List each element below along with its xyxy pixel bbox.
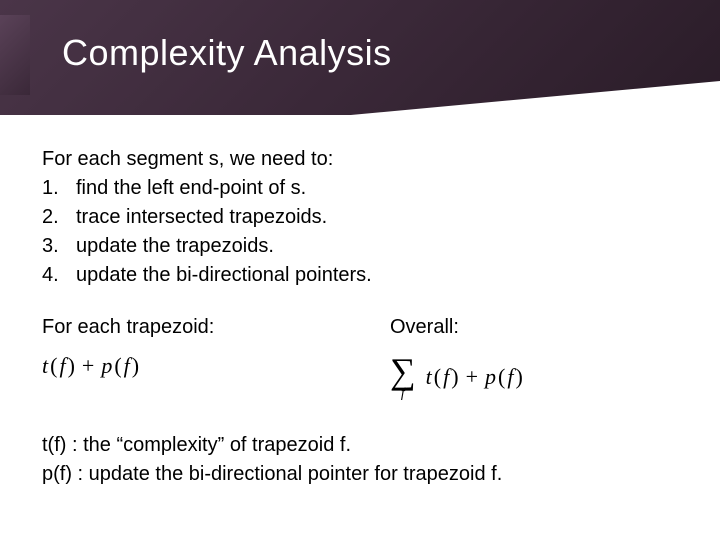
plus-op: + bbox=[77, 353, 99, 379]
list-item: 4. update the bi-directional pointers. bbox=[42, 261, 678, 290]
column-heading: Overall: bbox=[390, 316, 678, 339]
paren-open: ( bbox=[498, 364, 505, 390]
step-number: 4. bbox=[42, 261, 76, 290]
definition-t: t(f) : the “complexity” of trapezoid f. bbox=[42, 431, 678, 460]
paren-close: ) bbox=[451, 364, 458, 390]
formula-p: p bbox=[101, 353, 112, 379]
sigma-subscript: f bbox=[401, 387, 405, 401]
step-text: update the trapezoids. bbox=[76, 232, 274, 261]
intro-text: For each segment s, we need to: bbox=[42, 145, 678, 174]
steps-list: 1. find the left end-point of s. 2. trac… bbox=[42, 174, 678, 290]
column-overall: Overall: ∑ f t(f) + p(f) bbox=[390, 316, 678, 401]
formula-var: f bbox=[59, 353, 65, 379]
paren-open: ( bbox=[434, 364, 441, 390]
header-wedge-shape bbox=[340, 81, 720, 116]
formula-t: t bbox=[42, 353, 48, 379]
step-number: 1. bbox=[42, 174, 76, 203]
formula-columns: For each trapezoid: t(f) + p(f) Overall:… bbox=[42, 316, 678, 401]
paren-close: ) bbox=[132, 353, 139, 379]
formula-per-trapezoid: t(f) + p(f) bbox=[42, 353, 330, 379]
list-item: 3. update the trapezoids. bbox=[42, 232, 678, 261]
header-accent-shape bbox=[0, 15, 30, 95]
formula-p: p bbox=[485, 364, 496, 390]
paren-open: ( bbox=[50, 353, 57, 379]
slide-title: Complexity Analysis bbox=[62, 32, 392, 74]
paren-open: ( bbox=[114, 353, 121, 379]
sigma-icon: ∑ bbox=[390, 353, 416, 389]
formula-t: t bbox=[426, 364, 432, 390]
slide-content: For each segment s, we need to: 1. find … bbox=[0, 115, 720, 489]
definition-p: p(f) : update the bi-directional pointer… bbox=[42, 460, 678, 489]
paren-close: ) bbox=[515, 364, 522, 390]
sigma-block: ∑ f bbox=[390, 353, 416, 401]
column-heading: For each trapezoid: bbox=[42, 316, 330, 339]
paren-close: ) bbox=[68, 353, 75, 379]
step-text: find the left end-point of s. bbox=[76, 174, 306, 203]
formula-var: f bbox=[507, 364, 513, 390]
column-trapezoid: For each trapezoid: t(f) + p(f) bbox=[42, 316, 330, 401]
step-number: 2. bbox=[42, 203, 76, 232]
plus-op: + bbox=[461, 364, 483, 390]
step-text: trace intersected trapezoids. bbox=[76, 203, 327, 232]
list-item: 2. trace intersected trapezoids. bbox=[42, 203, 678, 232]
formula-var: f bbox=[124, 353, 130, 379]
summation: ∑ f bbox=[390, 353, 424, 401]
formula-overall: ∑ f t(f) + p(f) bbox=[390, 353, 678, 401]
list-item: 1. find the left end-point of s. bbox=[42, 174, 678, 203]
header-band: Complexity Analysis bbox=[0, 0, 720, 115]
step-text: update the bi-directional pointers. bbox=[76, 261, 372, 290]
definitions: t(f) : the “complexity” of trapezoid f. … bbox=[42, 431, 678, 489]
step-number: 3. bbox=[42, 232, 76, 261]
formula-var: f bbox=[443, 364, 449, 390]
